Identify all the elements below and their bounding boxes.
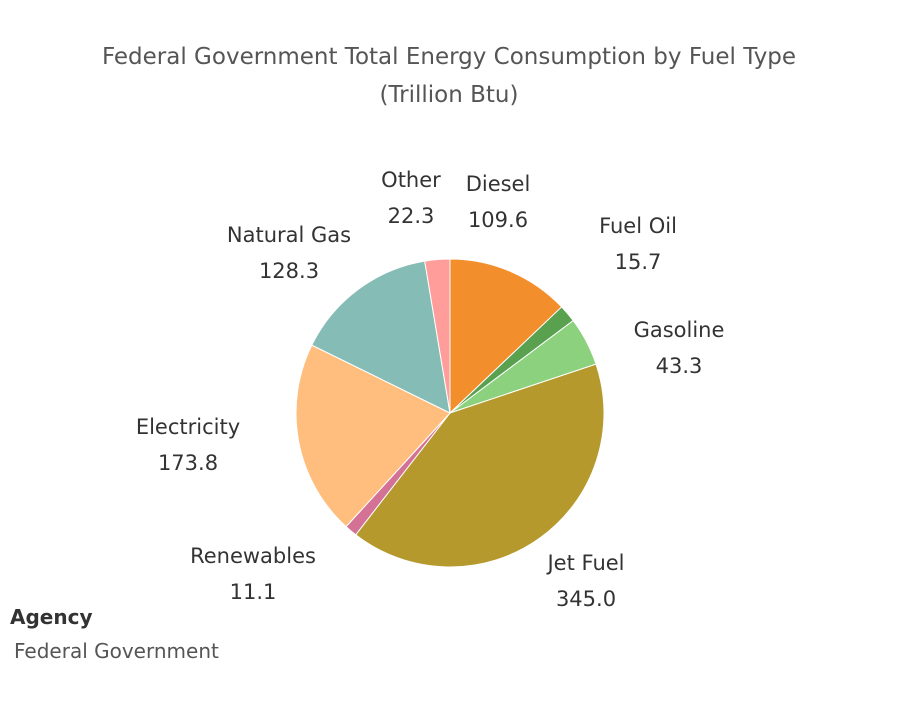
- slice-label-value: 15.7: [615, 250, 662, 274]
- chart-title-block: Federal Government Total Energy Consumpt…: [0, 38, 898, 114]
- chart-title: Federal Government Total Energy Consumpt…: [101, 44, 797, 70]
- chart-subtitle: (Trillion Btu): [379, 82, 519, 108]
- slice-label-value: 173.8: [158, 451, 218, 475]
- filter-title: Agency: [10, 605, 93, 629]
- slice-label-name: Natural Gas: [227, 223, 351, 247]
- slice-label-value: 22.3: [388, 204, 435, 228]
- slice-label-name: Electricity: [136, 415, 240, 439]
- pie-slice-jet-fuel[interactable]: [355, 363, 605, 568]
- slice-label-value: 345.0: [556, 587, 616, 611]
- agency-filter: Agency Federal Government: [10, 600, 219, 668]
- slice-label-name: Diesel: [466, 172, 531, 196]
- slice-label-value: 11.1: [230, 580, 277, 604]
- pie-labels: Diesel 109.6 Fuel Oil 15.7 Gasoline 43.3 Jet F…: [136, 168, 725, 611]
- slice-label-name: Other: [381, 168, 441, 192]
- pie-slice-diesel[interactable]: [449, 258, 563, 415]
- slice-label-value: 128.3: [259, 259, 319, 283]
- pie-slice-natural-gas[interactable]: [311, 260, 451, 414]
- slice-label-name: Renewables: [190, 544, 316, 568]
- pie-slices: [295, 258, 605, 568]
- slice-label-value: 109.6: [468, 208, 528, 232]
- slice-label-name: Jet Fuel: [545, 551, 624, 575]
- slice-label-name: Gasoline: [634, 318, 725, 342]
- pie-slice-other[interactable]: [424, 258, 451, 414]
- pie-slice-electricity[interactable]: [295, 344, 451, 528]
- slice-label-name: Fuel Oil: [599, 214, 677, 238]
- slice-label-value: 43.3: [656, 354, 703, 378]
- filter-value[interactable]: Federal Government: [14, 639, 219, 663]
